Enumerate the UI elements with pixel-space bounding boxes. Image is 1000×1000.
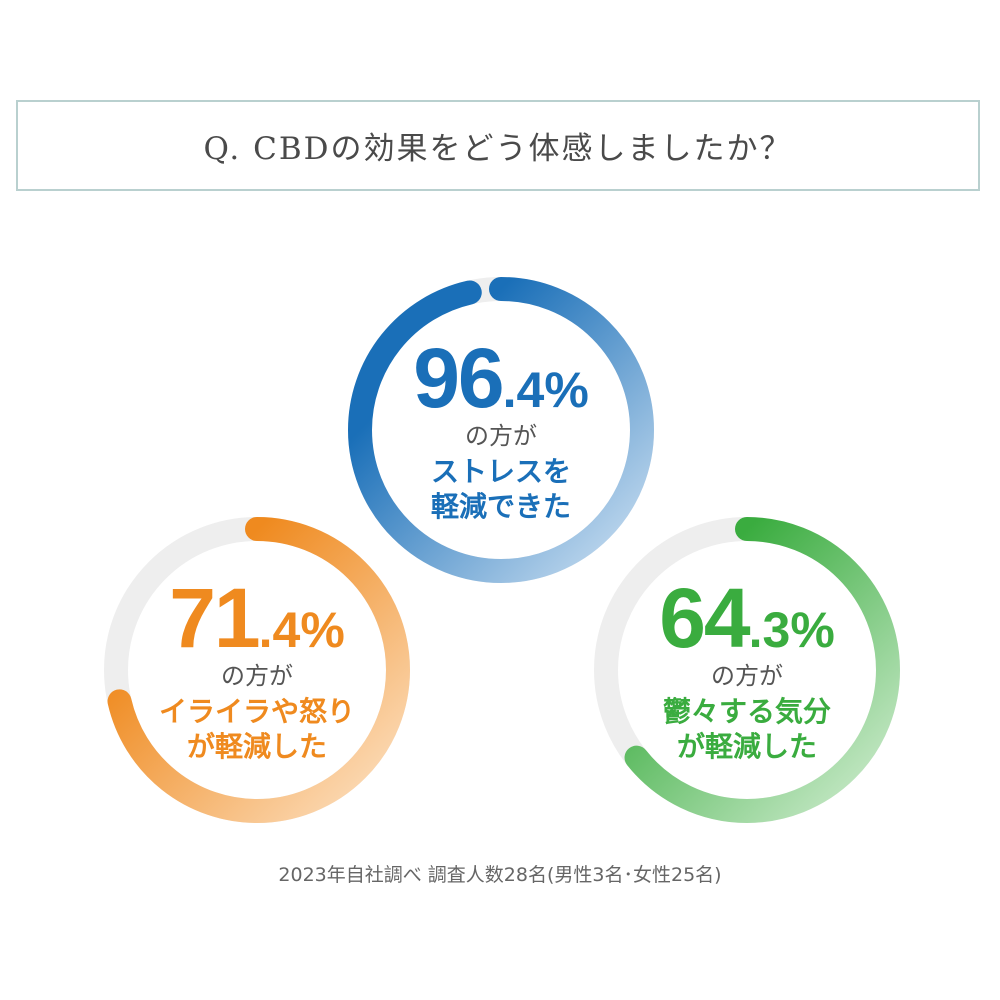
gauge-irritation-ring [104, 517, 410, 823]
gauge-stress-label-line: 軽減できた [430, 490, 571, 524]
gauge-mood-label-line: が軽減した [676, 730, 817, 764]
gauge-mood-value: 64.3% [659, 576, 835, 660]
gauge-irritation-label: イライラや怒り が軽減した [159, 694, 355, 764]
gauge-irritation-value: 71.4% [169, 576, 345, 660]
gauge-mood-value-dec: .3 [748, 601, 791, 658]
gauge-mood-ring [594, 517, 900, 823]
gauge-irritation-sub: の方が [221, 661, 293, 690]
gauge-mood: 64.3% の方が 鬱々する気分 が軽減した [582, 505, 912, 835]
gauge-stress-value-int: 96 [413, 330, 504, 425]
gauge-stress-value-dec: .4 [502, 361, 545, 418]
gauge-mood-label: 鬱々する気分 が軽減した [663, 694, 831, 764]
question-box: Q. CBDの効果をどう体感しましたか？ [16, 100, 980, 191]
gauge-irritation-arc [104, 517, 410, 823]
gauge-stress-sub: の方が [465, 421, 537, 450]
gauge-mood-sub: の方が [711, 661, 783, 690]
gauge-stress-arc [348, 277, 654, 583]
gauge-irritation-value-dec: .4 [258, 601, 301, 658]
gauge-mood-unit: % [790, 601, 835, 658]
gauge-stress: 96.4% の方が ストレスを 軽減できた [336, 265, 666, 595]
question-title: Q. CBDの効果をどう体感しましたか？ [203, 131, 793, 167]
gauge-stress-label: ストレスを 軽減できた [431, 454, 571, 524]
gauge-mood-label-line: 鬱々する気分 [662, 695, 831, 729]
gauge-mood-value-int: 64 [659, 570, 750, 665]
gauge-irritation-unit: % [300, 601, 345, 658]
footnote: 2023年自社調べ 調査人数28名(男性3名･女性25名) [278, 864, 722, 886]
gauge-irritation-label-line: が軽減した [186, 730, 327, 764]
gauge-stress-ring [348, 277, 654, 583]
gauge-stress-unit: % [544, 361, 589, 418]
gauge-irritation-label-line: イライラや怒り [158, 695, 355, 729]
gauge-mood-arc [594, 517, 900, 823]
gauge-irritation: 71.4% の方が イライラや怒り が軽減した [92, 505, 422, 835]
gauge-stress-value: 96.4% [413, 336, 589, 420]
gauge-irritation-value-int: 71 [169, 570, 260, 665]
gauge-stress-label-line: ストレスを [430, 455, 571, 489]
